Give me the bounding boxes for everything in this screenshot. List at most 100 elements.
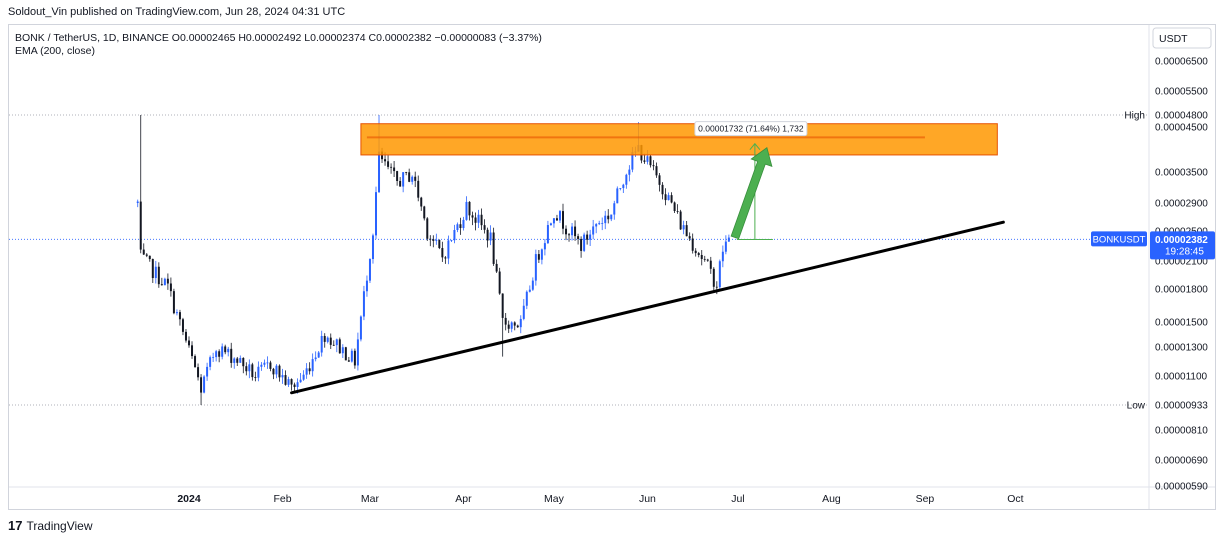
price-chart[interactable]: 0.00001732 (71.64%) 1,732 0.000065000.00… (9, 25, 1215, 509)
price-tick-label: 0.00000810 (1155, 426, 1208, 437)
candle-body (239, 357, 242, 363)
candle (592, 219, 595, 240)
grid (9, 25, 1215, 509)
candle (326, 336, 329, 344)
candle-body (477, 214, 480, 223)
candle (157, 262, 160, 288)
candle-body (169, 283, 172, 292)
candle (432, 235, 435, 248)
measure-arrowhead (749, 142, 761, 150)
candle-body (586, 234, 589, 240)
candle-body (706, 259, 709, 261)
candle (516, 324, 519, 328)
symbol-legend[interactable]: BONK / TetherUS, 1D, BINANCE O0.00002465… (15, 32, 542, 44)
candle-body (628, 169, 631, 175)
candle (245, 362, 248, 376)
high-tag: High (1124, 111, 1145, 122)
candle-body (543, 243, 546, 250)
candle-body (459, 224, 462, 229)
candle-body (444, 257, 447, 259)
candle-body (218, 351, 221, 357)
price-tick-label: 0.00000590 (1155, 482, 1208, 493)
candle (438, 239, 441, 250)
candle-body (435, 240, 438, 241)
candle (368, 258, 371, 283)
tradingview-icon: 17 (8, 518, 23, 533)
candle (323, 333, 326, 348)
candle-body (362, 291, 365, 317)
candle (549, 222, 552, 226)
candle-body (326, 337, 329, 342)
candle-body (335, 339, 338, 346)
candle-body (142, 249, 145, 255)
candle (649, 154, 652, 168)
measure-label-box (694, 121, 808, 137)
candle-body (465, 201, 468, 220)
candle (444, 256, 447, 264)
breakout-arrow (730, 147, 773, 240)
candle-body (450, 240, 453, 241)
candle-body (191, 345, 194, 357)
time-tick-label: Jun (639, 493, 656, 505)
candle-body (480, 214, 483, 226)
price-axis[interactable]: 0.00006500 0.00005500 0.00004500 0.00003500… (1091, 57, 1215, 493)
candle (534, 249, 537, 286)
candle-body (272, 368, 275, 375)
price-tick-label: 0.00002900 (1155, 199, 1208, 210)
candle-body (175, 312, 178, 314)
candle (691, 233, 694, 254)
candle (197, 363, 200, 381)
candle (293, 382, 296, 392)
candle-body (646, 156, 649, 162)
candle-body (178, 312, 181, 320)
candle (598, 220, 601, 226)
candle (718, 259, 721, 291)
candle-body (278, 365, 281, 378)
candle (266, 356, 269, 369)
candle-body (338, 339, 341, 354)
candle (169, 277, 172, 297)
candle (727, 234, 730, 242)
candle (269, 360, 272, 372)
time-axis[interactable]: 2024 Feb Mar Apr May Jun Jul Aug Sep Oct (177, 493, 1023, 505)
candle (628, 165, 631, 182)
candle (314, 351, 317, 362)
candle-body (317, 352, 320, 358)
candle-body (350, 350, 353, 362)
price-tick-label: 0.00001100 (1155, 372, 1208, 383)
candle-body (610, 214, 613, 220)
symbol-badge-label: BONKUSDT (1093, 234, 1146, 245)
candle (275, 364, 278, 379)
candle-body (263, 362, 266, 365)
candle (601, 217, 604, 231)
currency-button[interactable] (1152, 27, 1212, 49)
candle (453, 224, 456, 244)
candle (335, 338, 338, 353)
candle (426, 217, 429, 241)
candle (408, 168, 411, 183)
candle-body (284, 375, 287, 385)
currency-button-label: USDT (1159, 33, 1188, 45)
tradingview-logo[interactable]: 17 TradingView (8, 518, 93, 533)
candle (375, 186, 377, 240)
price-tick-label: 0.00003500 (1155, 168, 1208, 179)
candle (175, 309, 178, 316)
candle (341, 344, 344, 359)
candle-body (332, 344, 335, 346)
candle (399, 177, 402, 187)
indicator-legend[interactable]: EMA (200, close) (15, 45, 95, 57)
candle (139, 115, 142, 254)
candle-body (700, 254, 703, 259)
candle (184, 328, 187, 343)
candle-body (718, 261, 721, 288)
candle-body (242, 357, 245, 367)
candle-body (438, 240, 441, 249)
candle (212, 352, 215, 363)
candle (625, 173, 628, 189)
candle (565, 225, 568, 241)
chart-frame[interactable]: 0.00001732 (71.64%) 1,732 0.00006500 0.00… (8, 24, 1216, 510)
annotations[interactable]: 0.00001732 (71.64%) 1,732 (290, 121, 1005, 395)
candle-body (513, 322, 516, 326)
candle (447, 235, 450, 265)
candle (163, 277, 166, 286)
